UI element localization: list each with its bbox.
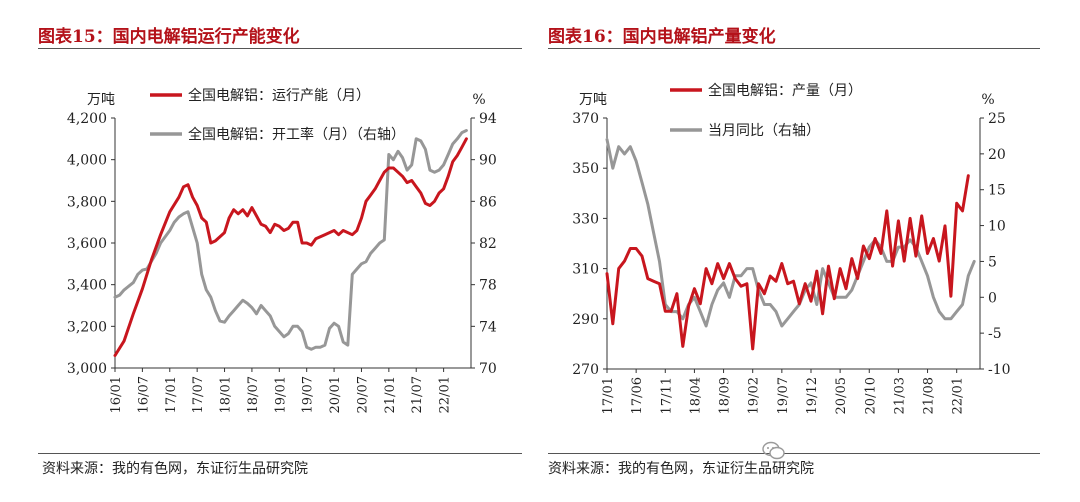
x-tick-label: 19/07 [776, 377, 791, 414]
y-tick-label-left: 3,200 [67, 319, 107, 335]
y-tick-label-left: 4,000 [67, 153, 107, 169]
x-tick-label: 17/01 [164, 376, 179, 413]
y-tick-label-right: 74 [479, 319, 497, 335]
y-tick-label-right: 25 [988, 111, 1006, 127]
legend-label: 全国电解铝：运行产能（月） [188, 87, 370, 104]
y-tick-label-right: 82 [479, 236, 497, 252]
right-source-note: 资料来源：我的有色网，东证衍生品研究院 [548, 461, 814, 477]
y-tick-label-left: 370 [572, 111, 599, 127]
x-tick-label: 19/02 [747, 377, 762, 414]
x-tick-label: 20/05 [834, 377, 849, 414]
y-tick-label-right: 10 [988, 219, 1006, 235]
series-line-secondary [113, 129, 468, 351]
x-tick-label: 22/01 [438, 376, 453, 413]
y-tick-label-left: 350 [572, 161, 599, 177]
x-tick-label: 16/01 [109, 376, 124, 413]
y-tick-label-right: 15 [988, 183, 1006, 199]
y-tick-label-left: 3,000 [67, 361, 107, 377]
series-line-primary [605, 174, 970, 351]
x-tick-label: 21/08 [922, 377, 937, 414]
x-tick-label: 17/06 [630, 377, 645, 414]
x-tick-label: 18/07 [246, 376, 261, 413]
left-chart: 3,000 3,200 3,400 3,600 3,800 4,000 4,200 70 74 7… [67, 87, 497, 413]
right-source-rule [548, 453, 1040, 454]
x-tick-label: 21/03 [892, 377, 907, 414]
y-tick-label-left: 3,400 [67, 278, 107, 294]
x-tick-label: 21/07 [410, 376, 425, 413]
right-chart-title: 图表16：国内电解铝产量变化 [548, 27, 776, 47]
y-tick-label-left: 3,600 [67, 236, 107, 252]
x-tick-label: 19/07 [301, 376, 316, 413]
x-tick-label: 18/04 [688, 377, 703, 414]
legend-label: 全国电解铝：产量（月） [708, 82, 862, 99]
x-tick-label: 18/09 [718, 377, 733, 414]
right-title-rule [548, 48, 1040, 49]
x-tick-label: 19/12 [805, 377, 820, 414]
x-tick-label: 20/10 [863, 377, 878, 414]
legend-label: 全国电解铝：开工率（月）（右轴） [188, 126, 405, 143]
y-axis-unit-left: 万吨 [579, 92, 607, 108]
y-tick-label-right: 86 [479, 194, 497, 210]
legend-label: 当月同比（右轴） [708, 123, 820, 139]
x-tick-label: 17/11 [659, 377, 674, 414]
right-chart: 270 290 310 330 350 370 -10 -5 0 5 10 15 20 25 万吨 % 17/0… [572, 82, 1011, 414]
x-tick-label: 16/07 [136, 376, 151, 413]
y-tick-label-right: 70 [479, 361, 497, 377]
y-axis-unit-right: % [472, 92, 485, 108]
y-tick-label-right: 0 [988, 290, 997, 306]
y-tick-label-right: 94 [479, 111, 497, 127]
y-tick-label-left: 290 [572, 312, 599, 328]
x-tick-label: 18/01 [219, 376, 234, 413]
y-tick-label-right: -5 [988, 326, 1002, 342]
x-tick-label: 20/07 [355, 376, 370, 413]
x-tick-label: 20/01 [328, 376, 343, 413]
y-tick-label-left: 310 [572, 262, 599, 278]
y-tick-label-right: 5 [988, 254, 997, 270]
x-tick-label: 17/01 [601, 377, 616, 414]
y-tick-label-right: -10 [988, 362, 1011, 378]
series-line-primary [113, 137, 468, 357]
x-tick-label: 22/01 [951, 377, 966, 414]
y-tick-label-right: 20 [988, 147, 1006, 163]
y-axis-unit-left: 万吨 [87, 92, 115, 108]
left-title-rule [38, 48, 522, 49]
left-source-note: 资料来源：我的有色网，东证衍生品研究院 [42, 461, 308, 477]
y-tick-label-left: 4,200 [67, 111, 107, 127]
y-tick-label-left: 270 [572, 362, 599, 378]
x-tick-label: 19/01 [273, 376, 288, 413]
left-chart-title: 图表15：国内电解铝运行产能变化 [38, 27, 300, 47]
x-tick-label: 17/07 [191, 376, 206, 413]
y-tick-label-right: 78 [479, 278, 497, 294]
y-axis-unit-right: % [981, 92, 994, 108]
x-tick-label: 21/01 [383, 376, 398, 413]
wechat-icon [762, 441, 785, 460]
y-tick-label-left: 330 [572, 211, 599, 227]
left-source-rule [38, 453, 522, 454]
y-tick-label-left: 3,800 [67, 194, 107, 210]
y-tick-label-right: 90 [479, 153, 497, 169]
